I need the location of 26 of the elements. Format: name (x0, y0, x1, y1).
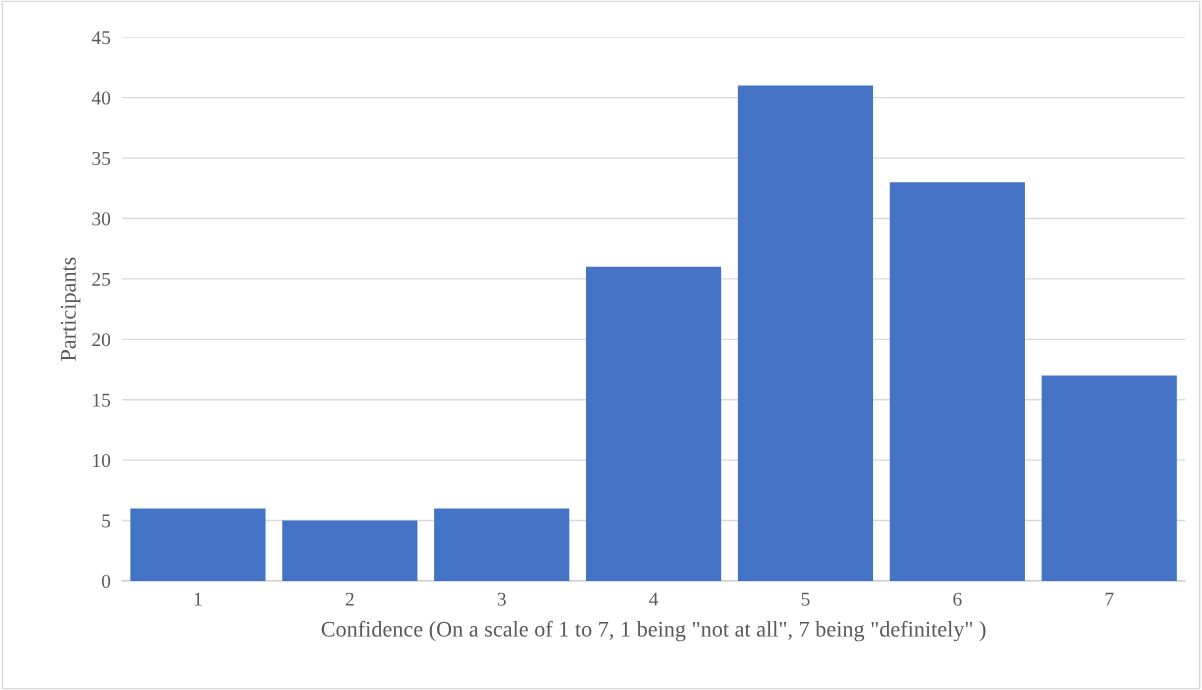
x-tick-label: 1 (194, 592, 202, 606)
x-tick-label: 7 (1105, 592, 1114, 606)
x-tick-label: 5 (801, 592, 810, 606)
y-tick-label: 0 (101, 574, 111, 588)
bar (282, 520, 418, 581)
y-tick-label: 20 (92, 333, 111, 347)
x-tick-label: 6 (953, 592, 962, 606)
bar (889, 182, 1025, 581)
y-tick-label: 5 (102, 514, 111, 528)
bar (130, 508, 266, 581)
y-tick-label: 30 (92, 212, 111, 226)
bar (434, 508, 570, 581)
x-tick-label: 4 (649, 592, 659, 606)
x-axis-title: Confidence (On a scale of 1 to 7, 1 being "not at all", 7 being "definitely" ) (321, 620, 986, 642)
y-tick-label: 35 (92, 151, 111, 166)
y-tick-label: 40 (91, 91, 111, 105)
y-tick-label: 15 (93, 393, 111, 407)
y-axis-title: Participants (60, 257, 81, 361)
y-tick-label: 25 (92, 272, 111, 286)
x-tick-label: 3 (497, 592, 506, 606)
bar (586, 266, 722, 581)
y-tick-label: 45 (91, 31, 111, 45)
y-tick-label: 10 (93, 453, 111, 468)
x-tick-label: 2 (345, 592, 354, 606)
bar (737, 85, 874, 581)
bar (1041, 375, 1177, 581)
